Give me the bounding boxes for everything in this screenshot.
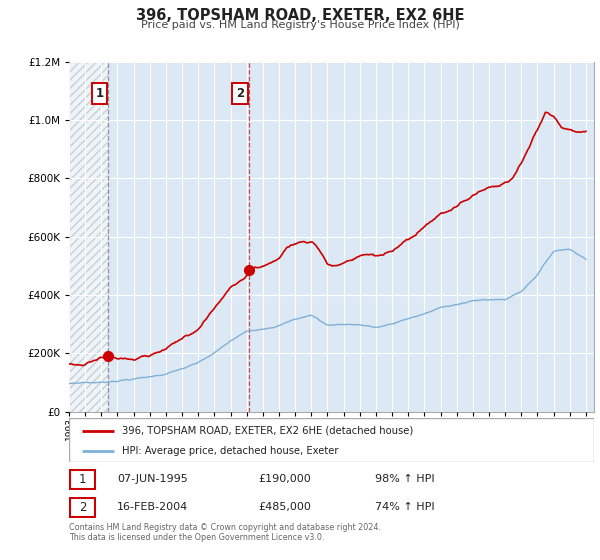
Text: HPI: Average price, detached house, Exeter: HPI: Average price, detached house, Exet… (121, 446, 338, 456)
Text: 2: 2 (79, 501, 86, 514)
Text: 07-JUN-1995: 07-JUN-1995 (117, 474, 188, 484)
Text: 2: 2 (236, 87, 244, 100)
Text: £485,000: £485,000 (258, 502, 311, 512)
Text: Price paid vs. HM Land Registry's House Price Index (HPI): Price paid vs. HM Land Registry's House … (140, 20, 460, 30)
Text: This data is licensed under the Open Government Licence v3.0.: This data is licensed under the Open Gov… (69, 533, 325, 542)
Text: £190,000: £190,000 (258, 474, 311, 484)
Text: Contains HM Land Registry data © Crown copyright and database right 2024.: Contains HM Land Registry data © Crown c… (69, 523, 381, 532)
Text: 98% ↑ HPI: 98% ↑ HPI (375, 474, 434, 484)
Text: 1: 1 (79, 473, 86, 486)
Text: 74% ↑ HPI: 74% ↑ HPI (375, 502, 434, 512)
Text: 1: 1 (95, 87, 104, 100)
Text: 396, TOPSHAM ROAD, EXETER, EX2 6HE (detached house): 396, TOPSHAM ROAD, EXETER, EX2 6HE (deta… (121, 426, 413, 436)
Text: 396, TOPSHAM ROAD, EXETER, EX2 6HE: 396, TOPSHAM ROAD, EXETER, EX2 6HE (136, 8, 464, 24)
Bar (69, 3, 109, 412)
Text: 16-FEB-2004: 16-FEB-2004 (117, 502, 188, 512)
